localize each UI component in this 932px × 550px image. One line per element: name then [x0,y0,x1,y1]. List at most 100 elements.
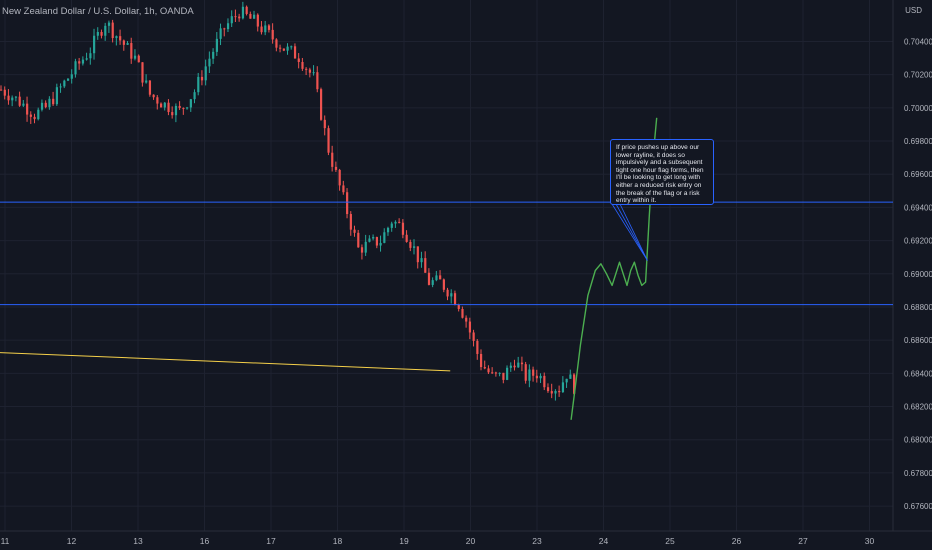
candle-body [487,368,490,373]
candle-body [182,107,185,109]
candle-body [494,372,498,374]
candle-body [197,76,200,93]
candle-body [461,308,464,318]
candle-body [174,105,178,116]
time-tick-label: 16 [200,536,210,546]
time-tick-label: 23 [532,536,542,546]
candle-body [152,94,155,98]
candle-body [565,378,568,383]
candle-body [573,374,576,394]
candle-body [401,222,405,235]
candle-body [424,258,427,273]
candle-body [122,40,125,45]
candle-body [312,72,315,74]
candle-body [442,279,445,290]
candle-body [104,25,107,36]
candle-body [379,242,382,246]
candle-body [331,152,334,167]
candle-body [491,372,494,374]
candle-body [111,22,114,39]
candle-body [81,59,85,64]
drawings [0,117,893,420]
candle-body [279,47,282,49]
candle-body [212,51,215,59]
candle-body [398,221,401,223]
time-tick-label: 11 [1,536,10,546]
candle-body [506,367,509,380]
candle-body [52,98,55,105]
candle-body [405,234,408,242]
candle-body [569,374,572,379]
candle-body [517,362,520,368]
candle-body [483,367,486,369]
candle-body [148,80,152,95]
candle-body [178,105,181,108]
candle-body [368,238,371,242]
candle-body [3,89,6,96]
candle-body [215,38,219,52]
candle-body [305,68,308,70]
candle-body [409,241,412,248]
candle-body [193,92,196,100]
price-tick-label: 0.69000 [904,270,932,279]
callout-annotation[interactable]: If price pushes up above our lower rayli… [610,139,714,205]
candle-body [439,275,442,280]
candle-body [435,275,438,281]
candle-body [532,369,535,376]
time-tick-label: 20 [466,536,476,546]
candle-body [241,6,245,19]
candle-body [346,192,349,215]
projection-path [570,117,658,420]
candles [0,1,576,401]
candle-body [137,55,140,63]
candle-body [386,227,390,233]
candle-body [163,102,166,108]
time-tick-label: 25 [665,536,675,546]
price-tick-label: 0.70000 [904,104,932,113]
price-tick-label: 0.68600 [904,336,932,345]
candle-body [29,114,32,117]
candle-body [70,74,73,79]
time-tick-label: 27 [798,536,808,546]
candle-body [528,369,531,381]
callout-pointer [615,203,648,261]
candle-body [327,128,330,153]
candle-body [130,43,133,59]
time-tick-label: 19 [399,536,409,546]
candle-body [420,258,423,263]
candle-body [145,80,148,83]
candle-body [360,247,364,253]
candle-body [558,390,561,393]
price-tick-label: 0.68800 [904,303,932,312]
candle-body [126,43,129,45]
candle-body [44,102,47,108]
candle-body [37,109,40,120]
candle-body [543,375,546,388]
candle-body [219,28,222,39]
candle-body [394,221,397,224]
candle-body [78,61,81,64]
time-tick-label: 12 [67,536,77,546]
candle-body [334,166,338,170]
currency-label[interactable]: USD [905,6,922,15]
candle-body [476,340,479,354]
candle-body [22,103,25,106]
candle-body [349,214,352,230]
candle-body [159,103,163,108]
candle-body [390,223,393,228]
candle-body [520,362,524,365]
candle-body [100,31,103,36]
candle-body [338,169,341,186]
price-tick-label: 0.69600 [904,170,932,179]
candle-body [234,16,237,18]
candle-body [561,382,565,393]
candle-body [11,97,14,101]
candle-body [189,99,192,108]
candle-body [453,293,457,305]
trend-line [0,352,451,372]
candle-body [115,36,118,39]
candle-body [133,55,137,59]
candle-body [264,25,267,33]
